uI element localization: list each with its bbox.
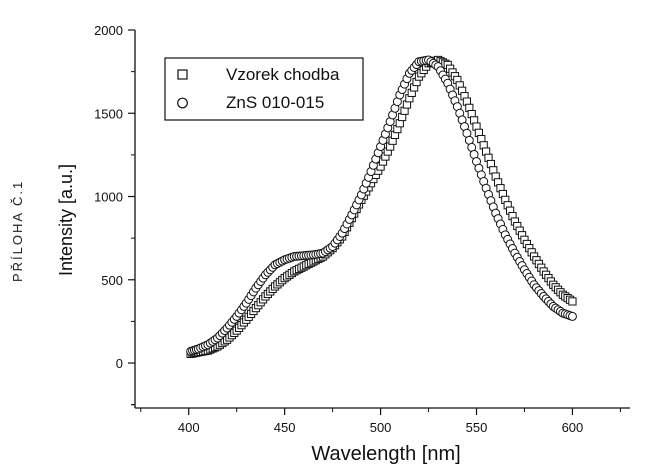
x-axis-label: Wavelength [nm] (311, 443, 460, 465)
legend-circle-marker-icon (177, 97, 188, 109)
x-tick-label: 500 (370, 420, 392, 435)
y-tick-label: 1500 (94, 106, 123, 121)
x-tick-label: 600 (562, 420, 584, 435)
x-tick-label: 550 (466, 420, 488, 435)
y-axis-label: Intensity [a.u.] (56, 164, 76, 276)
data-point-circle (567, 311, 577, 321)
y-tick-label: 500 (101, 273, 123, 288)
legend-label-series-2: ZnS 010-015 (226, 93, 324, 112)
legend-label-series-1: Vzorek chodba (226, 65, 340, 84)
x-tick-label: 450 (274, 420, 296, 435)
legend: Vzorek chodba ZnS 010-015 (164, 57, 364, 121)
y-tick-label: 0 (116, 356, 123, 371)
x-tick-label: 400 (178, 420, 200, 435)
y-tick-label: 1000 (94, 190, 123, 205)
legend-square-marker-icon (177, 69, 188, 80)
page-side-label: PŘÍLOHA Č.1 (10, 179, 25, 282)
y-tick-label: 2000 (94, 23, 123, 38)
data-point-square (568, 297, 577, 306)
legend-box (164, 57, 364, 121)
